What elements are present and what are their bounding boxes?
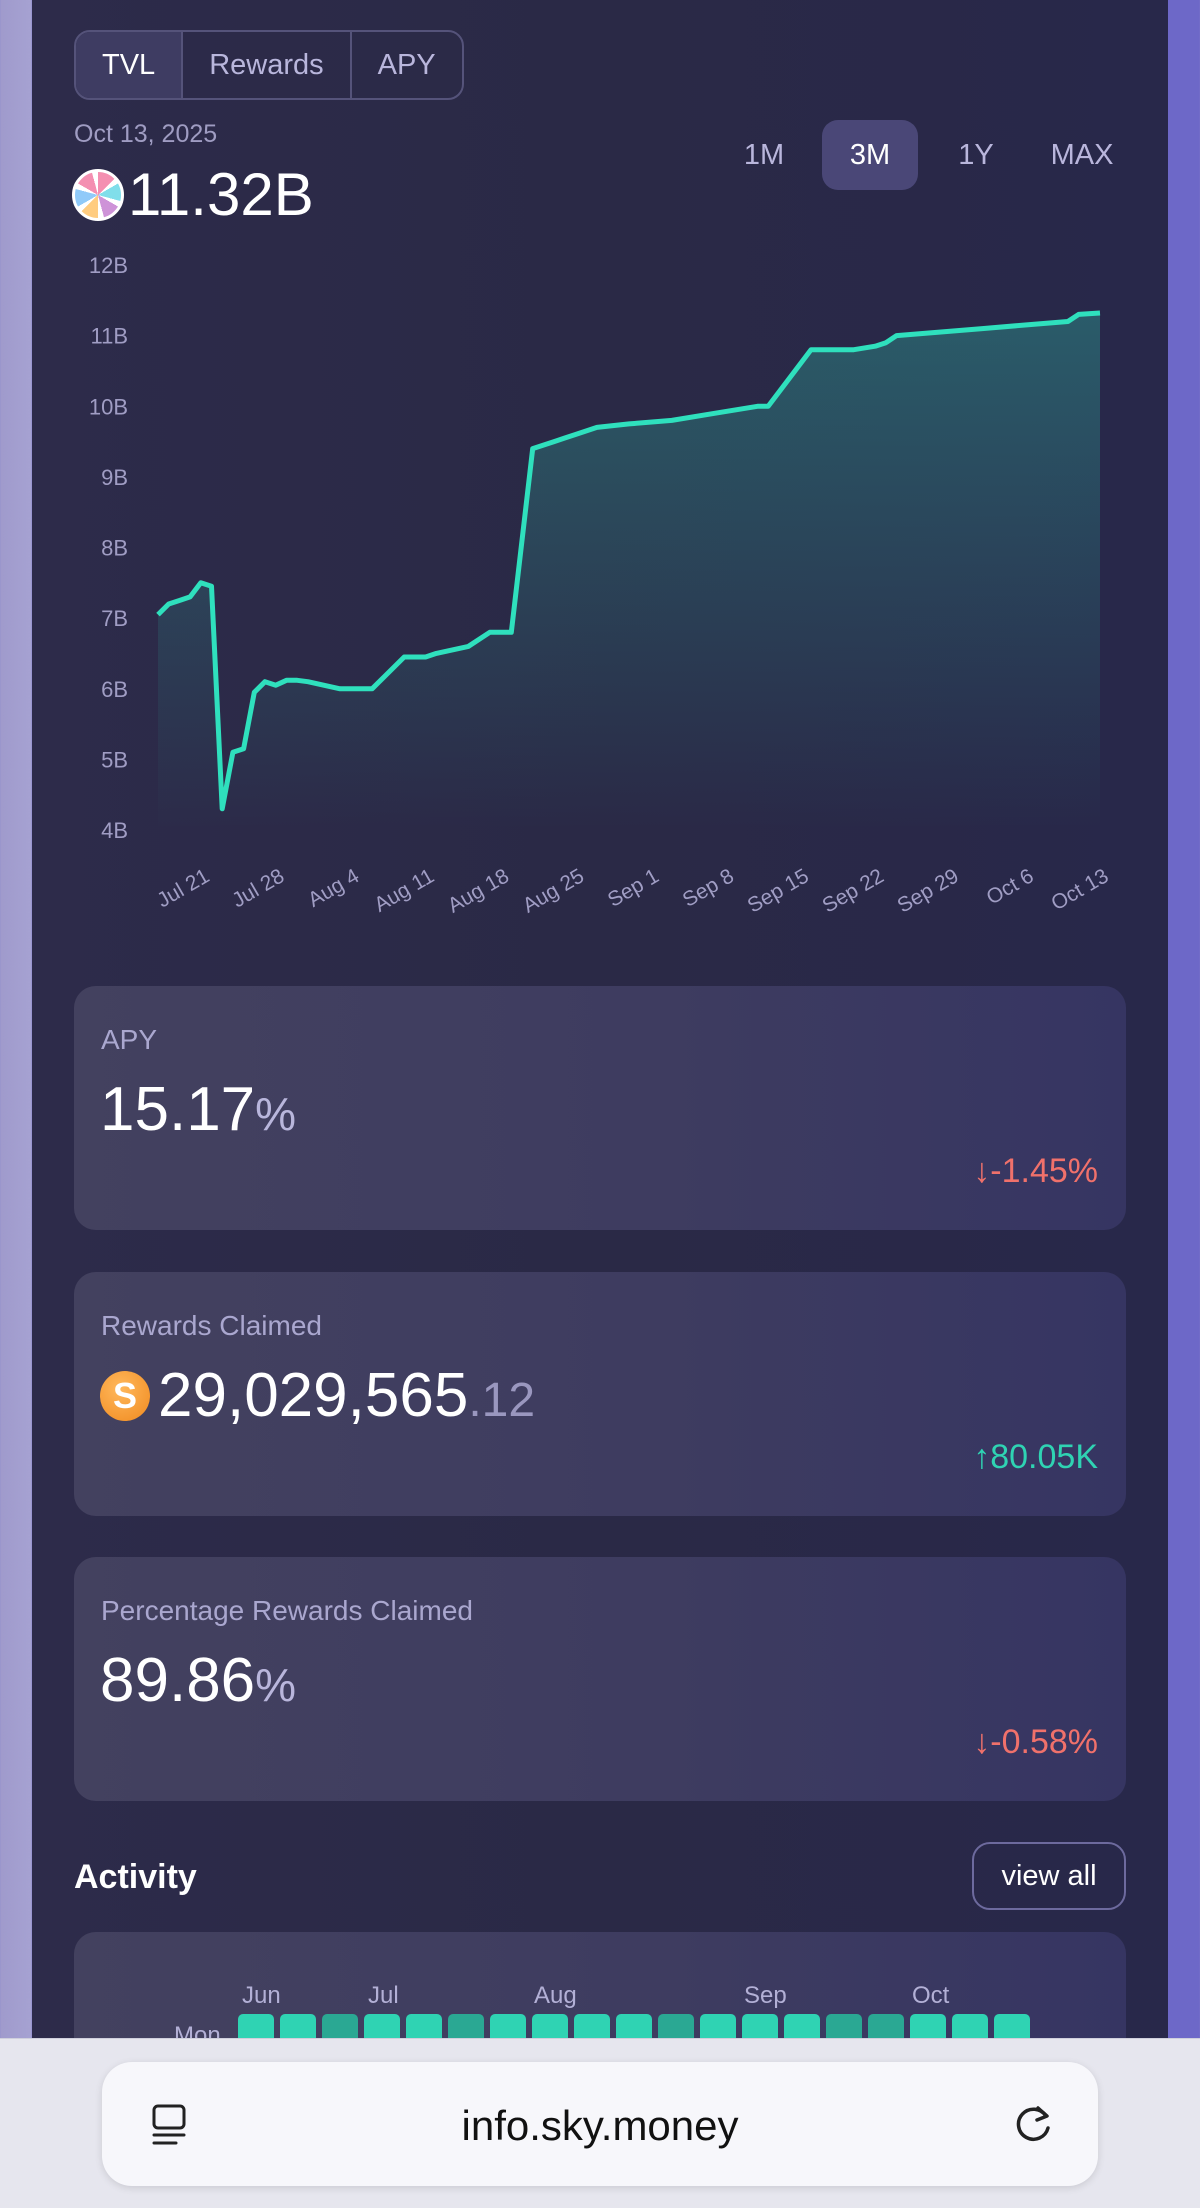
- percentage-rewards-value: 89.86%: [100, 1645, 296, 1716]
- rewards-claimed-value: S 29,029,565.12: [100, 1360, 535, 1431]
- y-tick-label: 11B: [90, 324, 128, 349]
- heatmap-month-label: Sep: [744, 1982, 787, 2009]
- sky-token-icon: [72, 168, 124, 221]
- heatmap-month-label: Jun: [242, 1982, 281, 2009]
- x-tick-label: Oct 13: [1047, 864, 1112, 915]
- rewards-claimed-label: Rewards Claimed: [101, 1310, 322, 1341]
- apy-unit: %: [255, 1088, 297, 1140]
- x-tick-label: Sep 15: [744, 864, 813, 917]
- view-all-button[interactable]: view all: [972, 1842, 1126, 1910]
- tab-apy[interactable]: APY: [377, 48, 436, 81]
- rewards-claimed-decimals: .12: [468, 1374, 536, 1427]
- apy-value: 15.17%: [100, 1074, 296, 1145]
- x-tick-label: Aug 18: [444, 864, 513, 917]
- heatmap-month-label: Oct: [912, 1982, 950, 2009]
- x-tick-label: Oct 6: [983, 864, 1038, 909]
- tab-tvl[interactable]: TVL: [76, 32, 184, 98]
- activity-heading: Activity: [74, 1858, 197, 1896]
- range-selector: 1M 3M 1Y MAX: [716, 120, 1130, 190]
- percentage-rewards-number: 89.86: [100, 1646, 256, 1715]
- tvl-value: 11.32B: [128, 161, 314, 228]
- y-tick-label: 10B: [89, 394, 128, 419]
- apy-change: ↓-1.45%: [973, 1152, 1098, 1190]
- address-bar[interactable]: info.sky.money: [102, 2062, 1098, 2186]
- percentage-rewards-change: ↓-0.58%: [973, 1723, 1098, 1761]
- range-3m-button[interactable]: 3M: [822, 120, 918, 190]
- reload-icon[interactable]: [1008, 2098, 1058, 2148]
- tvl-series-line: [156, 310, 1101, 812]
- y-tick-label: 9B: [101, 465, 128, 490]
- url-text: info.sky.money: [461, 2102, 739, 2149]
- rewards-claimed-change: ↑80.05K: [973, 1438, 1098, 1476]
- apy-label: APY: [101, 1024, 158, 1055]
- selected-date: Oct 13, 2025: [74, 120, 218, 148]
- range-1m-button[interactable]: 1M: [743, 138, 785, 171]
- reader-mode-icon[interactable]: [150, 2102, 192, 2148]
- tvl-headline: 11.32B: [72, 160, 314, 229]
- apy-number: 15.17: [100, 1075, 256, 1144]
- x-tick-label: Sep 1: [604, 864, 663, 911]
- x-tick-label: Sep 29: [893, 864, 962, 917]
- tvl-area-fill: [158, 313, 1100, 830]
- y-tick-label: 12B: [89, 253, 128, 278]
- rewards-claimed-number: 29,029,565: [158, 1361, 469, 1430]
- heatmap-month-label: Aug: [534, 1982, 577, 2009]
- percentage-rewards-card: Percentage Rewards Claimed 89.86% ↓-0.58…: [74, 1557, 1126, 1801]
- tab-rewards[interactable]: Rewards: [183, 32, 352, 98]
- y-tick-label: 8B: [101, 536, 128, 561]
- x-tick-label: Sep 22: [819, 864, 888, 917]
- y-tick-label: 5B: [101, 747, 128, 772]
- apy-card: APY 15.17% ↓-1.45%: [74, 986, 1126, 1230]
- y-tick-label: 6B: [101, 677, 128, 702]
- percentage-rewards-unit: %: [255, 1659, 297, 1711]
- x-tick-label: Aug 11: [370, 864, 438, 916]
- y-axis: 12B 11B 10B 9B 8B 7B 6B 5B 4B: [89, 253, 128, 843]
- x-tick-label: Sep 8: [679, 864, 738, 911]
- percentage-rewards-label: Percentage Rewards Claimed: [101, 1595, 473, 1626]
- y-tick-label: 7B: [101, 606, 128, 631]
- range-max-button[interactable]: MAX: [1050, 138, 1114, 171]
- x-tick-label: Jul 21: [153, 864, 213, 912]
- metric-tabs: TVL Rewards APY: [74, 30, 464, 100]
- x-tick-label: Aug 4: [304, 864, 363, 912]
- usds-token-icon: S: [100, 1370, 150, 1421]
- x-tick-label: Aug 25: [519, 864, 588, 917]
- rewards-claimed-card: Rewards Claimed S 29,029,565.12 ↑80.05K: [74, 1272, 1126, 1516]
- range-1y-button[interactable]: 1Y: [958, 138, 994, 171]
- x-tick-label: Jul 28: [228, 864, 288, 912]
- x-axis: Jul 21 Jul 28 Aug 4 Aug 11 Aug 18 Aug 25 Sep 1…: [153, 864, 1112, 917]
- y-tick-label: 4B: [101, 818, 128, 843]
- heatmap-month-label: Jul: [368, 1982, 399, 2009]
